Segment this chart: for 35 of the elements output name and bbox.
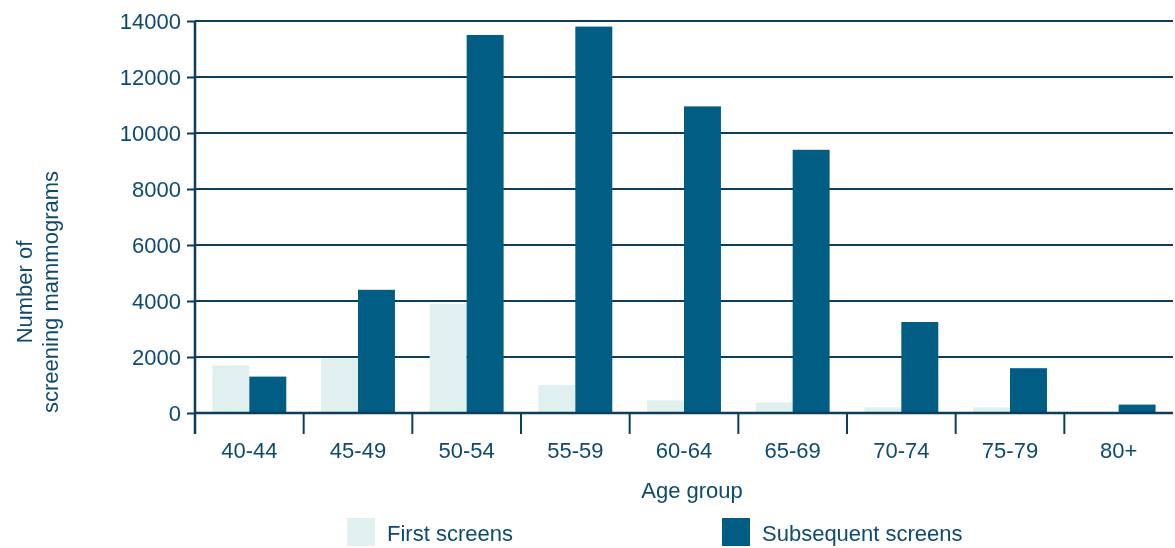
bar bbox=[1010, 368, 1047, 413]
legend-label: First screens bbox=[387, 521, 513, 546]
bar bbox=[538, 385, 576, 413]
bar bbox=[429, 303, 467, 413]
x-tick-label: 60-64 bbox=[655, 438, 713, 463]
x-tick-label: 50-54 bbox=[438, 438, 495, 463]
y-tick-label: 8000 bbox=[132, 176, 181, 202]
y-tick-label: 6000 bbox=[132, 232, 181, 258]
bar bbox=[792, 149, 830, 413]
x-tick-label: 40-44 bbox=[221, 438, 278, 463]
y-tick-label: 10000 bbox=[119, 120, 181, 146]
y-tick-label: 4000 bbox=[132, 288, 181, 314]
x-axis-title: Age group bbox=[641, 478, 743, 503]
x-tick-label: 45-49 bbox=[329, 438, 387, 463]
bar bbox=[684, 106, 721, 413]
x-tick-label: 70-74 bbox=[873, 438, 930, 463]
x-tick-label: 65-69 bbox=[764, 438, 821, 463]
y-axis-title: Number of screening mammograms bbox=[12, 170, 63, 414]
y-tick-label: 12000 bbox=[119, 64, 181, 90]
x-tick-label: 75-79 bbox=[981, 438, 1039, 463]
x-tick-label: 80+ bbox=[1100, 438, 1138, 463]
bar bbox=[755, 402, 793, 413]
bar bbox=[321, 358, 358, 413]
bar bbox=[647, 400, 684, 413]
y-tick-label: 2000 bbox=[132, 344, 181, 370]
y-tick-label: 14000 bbox=[119, 8, 181, 34]
bar bbox=[901, 322, 939, 413]
legend-label: Subsequent screens bbox=[762, 521, 963, 546]
y-tick-label: 0 bbox=[168, 400, 181, 426]
bar bbox=[358, 289, 395, 413]
bar bbox=[575, 26, 613, 413]
bar bbox=[466, 35, 504, 413]
bar bbox=[249, 376, 287, 413]
bar bbox=[212, 365, 250, 413]
x-tick-label: 55-59 bbox=[547, 438, 604, 463]
